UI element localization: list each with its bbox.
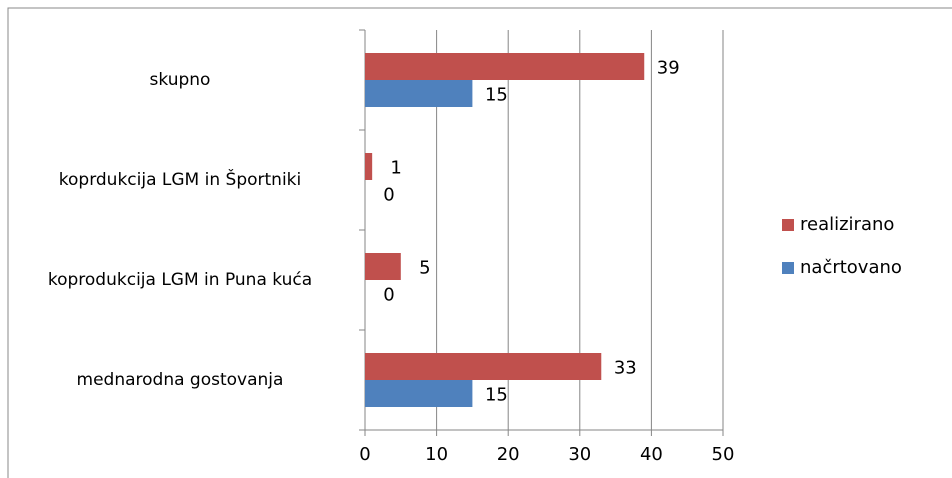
value-label: 15 xyxy=(485,85,508,106)
bar xyxy=(365,80,473,107)
x-tick-label: 10 xyxy=(425,444,448,465)
x-tick-label: 0 xyxy=(359,444,370,465)
bar xyxy=(365,353,602,380)
x-tick-label: 50 xyxy=(712,444,735,465)
x-tick-label: 40 xyxy=(640,444,663,465)
value-label: 5 xyxy=(419,258,430,279)
x-tick-label: 30 xyxy=(568,444,591,465)
y-tick-label: koprodukcija LGM in Puna kuća xyxy=(47,270,313,290)
bar xyxy=(365,380,473,407)
y-tick-label: skupno xyxy=(149,70,211,90)
value-label: 33 xyxy=(614,358,637,379)
bar xyxy=(365,153,373,180)
value-label: 1 xyxy=(390,158,401,179)
bar xyxy=(365,253,401,280)
value-label: 0 xyxy=(383,285,394,306)
chart-border xyxy=(7,7,952,478)
y-tick-label: koprdukcija LGM in Športniki xyxy=(58,170,302,190)
value-label: 15 xyxy=(485,385,508,406)
y-tick-label: mednarodna gostovanja xyxy=(76,370,284,390)
x-tick-label: 20 xyxy=(497,444,520,465)
value-label: 0 xyxy=(383,185,394,206)
legend-swatch xyxy=(782,262,794,274)
legend-label: realizirano xyxy=(800,214,894,235)
bar xyxy=(365,53,645,80)
legend-swatch xyxy=(782,219,794,231)
value-label: 39 xyxy=(657,58,680,79)
legend-label: načrtovano xyxy=(800,257,902,278)
